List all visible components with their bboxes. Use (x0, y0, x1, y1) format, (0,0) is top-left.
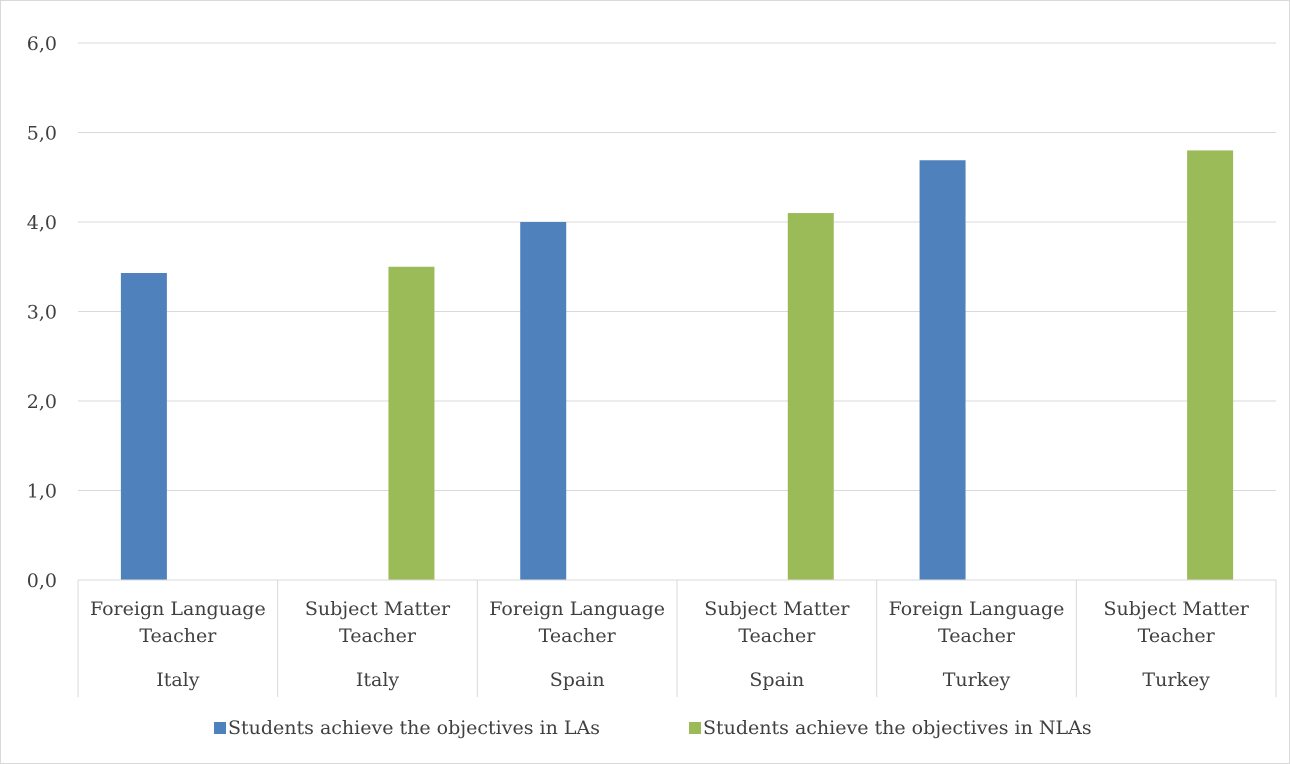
y-tick-label: 1,0 (27, 481, 57, 503)
y-axis-ticks: 0,0 1,0 2,0 3,0 4,0 5,0 6,0 (27, 33, 57, 592)
x-tick-label: Subject Matter (305, 598, 451, 620)
x-tick-label: Foreign Language (90, 598, 266, 620)
bar (787, 213, 834, 581)
x-tick-label: Teacher (938, 625, 1016, 647)
x-group-label: Turkey (943, 669, 1011, 691)
legend-label: Students achieve the objectives in LAs (228, 717, 600, 739)
x-group-label: Italy (356, 669, 400, 691)
y-tick-label: 0,0 (27, 570, 57, 592)
bar (1187, 150, 1234, 580)
x-tick-label: Teacher (1138, 625, 1216, 647)
x-tick-label: Foreign Language (889, 598, 1065, 620)
x-group-label: Italy (156, 669, 200, 691)
x-tick-label: Teacher (339, 625, 417, 647)
x-tick-label: Teacher (139, 625, 217, 647)
x-axis: Foreign Language Teacher Italy Subject Matt… (77, 579, 1277, 697)
bar (120, 273, 167, 580)
x-group-label: Turkey (1142, 669, 1210, 691)
legend-swatch (214, 722, 226, 734)
legend: Students achieve the objectives in LAs St… (214, 717, 1092, 739)
y-tick-label: 5,0 (27, 123, 57, 145)
gridlines (78, 42, 1276, 581)
legend-label: Students achieve the objectives in NLAs (703, 717, 1092, 739)
x-tick-label: Subject Matter (704, 598, 850, 620)
x-tick-label: Subject Matter (1104, 598, 1250, 620)
x-group-label: Spain (550, 669, 605, 691)
x-tick-label: Teacher (539, 625, 617, 647)
legend-swatch (689, 722, 701, 734)
bars (120, 150, 1234, 581)
bar (919, 160, 966, 580)
y-tick-label: 6,0 (27, 33, 57, 55)
x-tick-label: Teacher (738, 625, 816, 647)
bar (520, 222, 567, 580)
x-group-label: Spain (749, 669, 804, 691)
x-tick-label: Foreign Language (489, 598, 665, 620)
bar (388, 266, 435, 580)
y-tick-label: 4,0 (27, 212, 57, 234)
y-tick-label: 2,0 (27, 391, 57, 413)
y-tick-label: 3,0 (27, 302, 57, 324)
